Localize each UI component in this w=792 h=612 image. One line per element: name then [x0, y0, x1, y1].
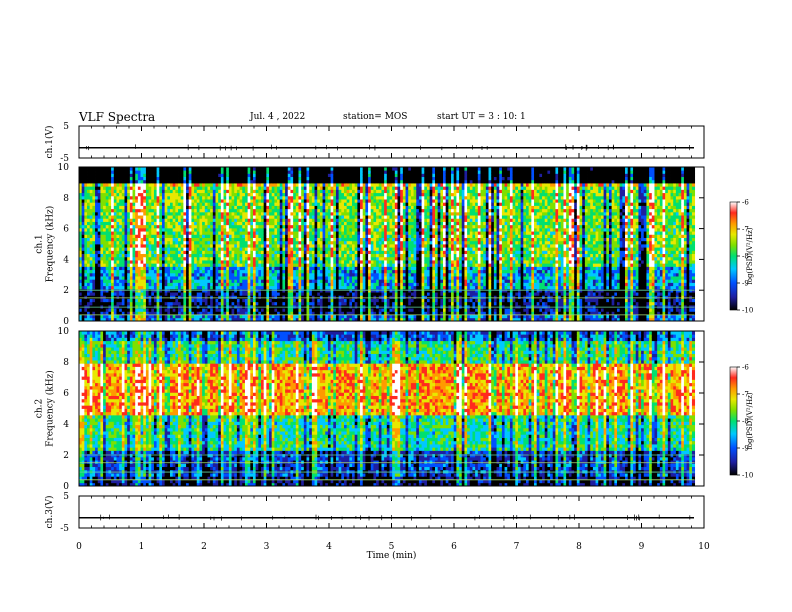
ch1-spectrogram-colorbar-tick-3: -9 — [742, 280, 749, 288]
x-tick-label-2: 2 — [201, 542, 207, 552]
ch1-waveform-spikes — [85, 144, 690, 151]
ch1-waveform-y-tick-label-0: 5 — [63, 122, 69, 132]
ch1-waveform-x-ticks — [78, 126, 705, 158]
x-tick-label-0: 0 — [76, 542, 82, 552]
x-tick-label-6: 6 — [451, 542, 457, 552]
ch1-spectrogram-y-tick-label-5: 10 — [58, 163, 70, 173]
ch2-spectrogram-colorbar-tick-1: -7 — [742, 391, 749, 399]
ch1-spectrogram-colorbar-tick-2: -8 — [742, 253, 749, 261]
ch1-waveform-y-axis-label: ch.1(V) — [44, 126, 55, 159]
ch3-waveform-y-tick-label-1: -5 — [60, 524, 69, 534]
chart-title: VLF Spectra — [79, 110, 155, 124]
ch2-spectrogram-colorbar-tick-0: -6 — [742, 364, 749, 372]
ch1-spectrogram-y-tick-label-0: 0 — [63, 317, 69, 327]
ch2-spectrogram-y-tick-label-4: 8 — [63, 358, 69, 368]
x-tick-label-5: 5 — [389, 542, 395, 552]
ch1-spectrogram-y-tick-label-2: 4 — [63, 255, 69, 265]
start-time-label: start UT = 3 : 10: 1 — [437, 112, 526, 122]
station-label: station= MOS — [343, 112, 407, 122]
ch2-spectrogram-y-tick-label-2: 4 — [63, 420, 69, 430]
ch2-spectrogram-y-tick-label-1: 2 — [63, 451, 69, 461]
ch2-spectrogram-y-tick-label-3: 6 — [63, 389, 69, 399]
ch1-spectrogram-frame — [78, 166, 705, 322]
x-tick-label-3: 3 — [264, 542, 270, 552]
ch2-spectrogram-colorbar-tick-4: -10 — [742, 472, 753, 480]
ch1-spectrogram-colorbar-tick-4: -10 — [742, 307, 753, 315]
ch2-spectrogram-y-axis-label-1: Frequency (kHz) — [45, 370, 56, 447]
ch2-spectrogram-colorbar-tick-3: -9 — [742, 445, 749, 453]
x-tick-label-7: 7 — [514, 542, 520, 552]
ch1-spectrogram-y-tick-label-4: 8 — [63, 194, 69, 204]
x-tick-label-10: 10 — [698, 542, 710, 552]
ch1-spectrogram-colorbar — [729, 201, 738, 311]
ch1-spectrogram-colorbar-tick-1: -7 — [742, 226, 749, 234]
x-axis-label: Time (min) — [367, 550, 417, 561]
ch1-waveform-y-tick-label-1: -5 — [60, 154, 69, 164]
ch1-spectrogram-y-tick-label-3: 6 — [63, 225, 69, 235]
ch2-spectrogram-colorbar-label: log(PSD)(V²/Hz) — [746, 392, 754, 449]
ch2-spectrogram-y-tick-label-5: 10 — [58, 327, 70, 337]
ch1-spectrogram-y-tick-label-1: 2 — [63, 286, 69, 296]
x-tick-label-4: 4 — [326, 542, 332, 552]
ch2-spectrogram-y-tick-label-0: 0 — [63, 482, 69, 492]
ch1-spectrogram-colorbar-tick-0: -6 — [742, 199, 749, 207]
ch2-spectrogram-colorbar-tick-2: -8 — [742, 418, 749, 426]
ch2-spectrogram-y-axis-label-0: ch.2 — [35, 399, 45, 418]
ch2-spectrogram-frame — [78, 330, 705, 487]
ch3-waveform-spikes — [100, 514, 691, 521]
ch2-spectrogram-colorbar — [729, 366, 738, 476]
date-label: Jul. 4 , 2022 — [250, 112, 305, 122]
ch3-waveform-y-axis-label: ch.3(V) — [44, 496, 55, 529]
ch3-waveform-y-tick-label-0: 5 — [63, 492, 69, 502]
ch1-spectrogram-colorbar-label: log(PSD)(V²/Hz) — [746, 227, 754, 284]
ch3-waveform-x-ticks — [78, 496, 705, 528]
ch1-spectrogram-y-axis-label-1: Frequency (kHz) — [45, 206, 56, 283]
x-tick-label-9: 9 — [639, 542, 645, 552]
x-tick-label-8: 8 — [576, 542, 582, 552]
ch2-spectrogram-cells — [79, 331, 696, 487]
x-tick-label-1: 1 — [139, 542, 145, 552]
ch1-spectrogram-y-axis-label-0: ch.1 — [35, 234, 45, 253]
ch1-spectrogram-cells — [79, 167, 696, 322]
